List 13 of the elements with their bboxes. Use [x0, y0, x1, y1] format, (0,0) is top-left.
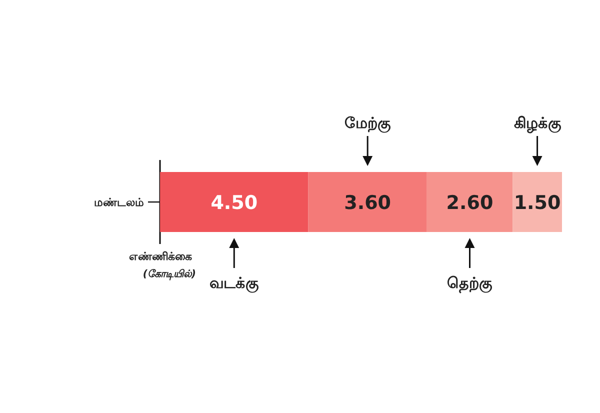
- bar: [160, 172, 308, 232]
- x-axis-title: எண்ணிக்கை (கோடியில்): [129, 250, 196, 281]
- text: தெற்கு: [447, 274, 492, 293]
- text: மேற்கு: [344, 114, 391, 133]
- data-label: 4.50: [210, 192, 258, 214]
- text: வடக்கு: [210, 274, 259, 293]
- data-label: 1.50: [514, 192, 561, 214]
- text: கிழக்கு: [514, 114, 561, 133]
- y-tick-label: மண்டலம்: [94, 196, 144, 209]
- data-label: 2.60: [446, 192, 494, 214]
- bar: [308, 172, 427, 232]
- bar: [426, 172, 513, 232]
- data-label: 3.60: [344, 192, 392, 214]
